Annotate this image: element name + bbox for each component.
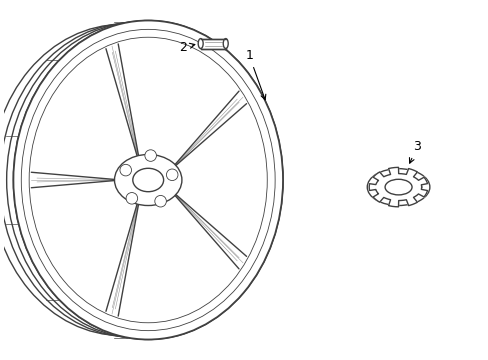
Text: 1: 1 <box>245 49 265 100</box>
Ellipse shape <box>120 165 131 176</box>
Ellipse shape <box>155 195 166 207</box>
Ellipse shape <box>223 39 228 49</box>
Ellipse shape <box>144 150 156 161</box>
Text: 3: 3 <box>408 140 421 163</box>
Polygon shape <box>368 167 427 207</box>
Text: 2: 2 <box>179 41 194 54</box>
Ellipse shape <box>366 168 429 206</box>
Ellipse shape <box>166 169 178 181</box>
Ellipse shape <box>0 24 252 336</box>
FancyBboxPatch shape <box>200 39 225 49</box>
Ellipse shape <box>133 168 163 192</box>
Ellipse shape <box>13 21 283 339</box>
Ellipse shape <box>126 193 137 204</box>
Ellipse shape <box>198 39 203 49</box>
Ellipse shape <box>114 154 182 206</box>
Ellipse shape <box>384 179 411 195</box>
